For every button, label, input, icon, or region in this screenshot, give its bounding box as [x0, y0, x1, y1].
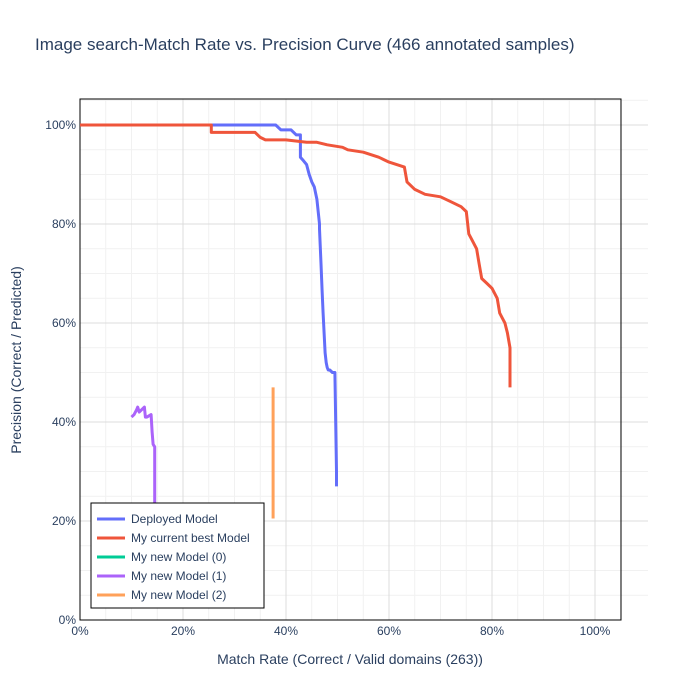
legend-label: My new Model (2) [131, 588, 226, 602]
x-tick-label: 40% [274, 624, 298, 638]
y-axis-label: Precision (Correct / Predicted) [8, 266, 24, 454]
x-tick-label: 80% [480, 624, 504, 638]
y-tick-label: 40% [52, 415, 76, 429]
x-tick-label: 20% [171, 624, 195, 638]
chart-title: Image search-Match Rate vs. Precision Cu… [35, 35, 575, 54]
series-line-0 [80, 123, 338, 487]
legend-item-0[interactable]: Deployed Model [97, 512, 218, 526]
legend-item-4[interactable]: My new Model (2) [97, 588, 226, 602]
plot-area-border [79, 98, 622, 621]
legend-label: Deployed Model [131, 512, 218, 526]
x-axis-ticks: 0% 20% 40% 60% 80% 100% [71, 624, 610, 638]
legend-label: My new Model (1) [131, 569, 226, 583]
legend-item-2[interactable]: My new Model (0) [97, 550, 226, 564]
legend-item-1[interactable]: My current best Model [97, 531, 250, 545]
legend[interactable]: Deployed Model My current best Model My ne… [90, 502, 265, 609]
series-line-1 [80, 123, 512, 388]
x-tick-label: 100% [580, 624, 611, 638]
x-tick-label: 60% [377, 624, 401, 638]
y-tick-label: 0% [59, 613, 77, 627]
x-axis-label: Match Rate (Correct / Valid domains (263… [217, 651, 483, 667]
legend-label: My new Model (0) [131, 550, 226, 564]
y-tick-label: 80% [52, 217, 76, 231]
y-axis-ticks: 0% 20% 40% 60% 80% 100% [45, 118, 76, 627]
x-tick-label: 0% [71, 624, 89, 638]
y-tick-label: 100% [45, 118, 76, 132]
legend-label: My current best Model [131, 531, 250, 545]
y-tick-label: 60% [52, 316, 76, 330]
y-tick-label: 20% [52, 514, 76, 528]
series-line-3 [130, 405, 157, 507]
legend-item-3[interactable]: My new Model (1) [97, 569, 226, 583]
series-lines [80, 123, 512, 519]
